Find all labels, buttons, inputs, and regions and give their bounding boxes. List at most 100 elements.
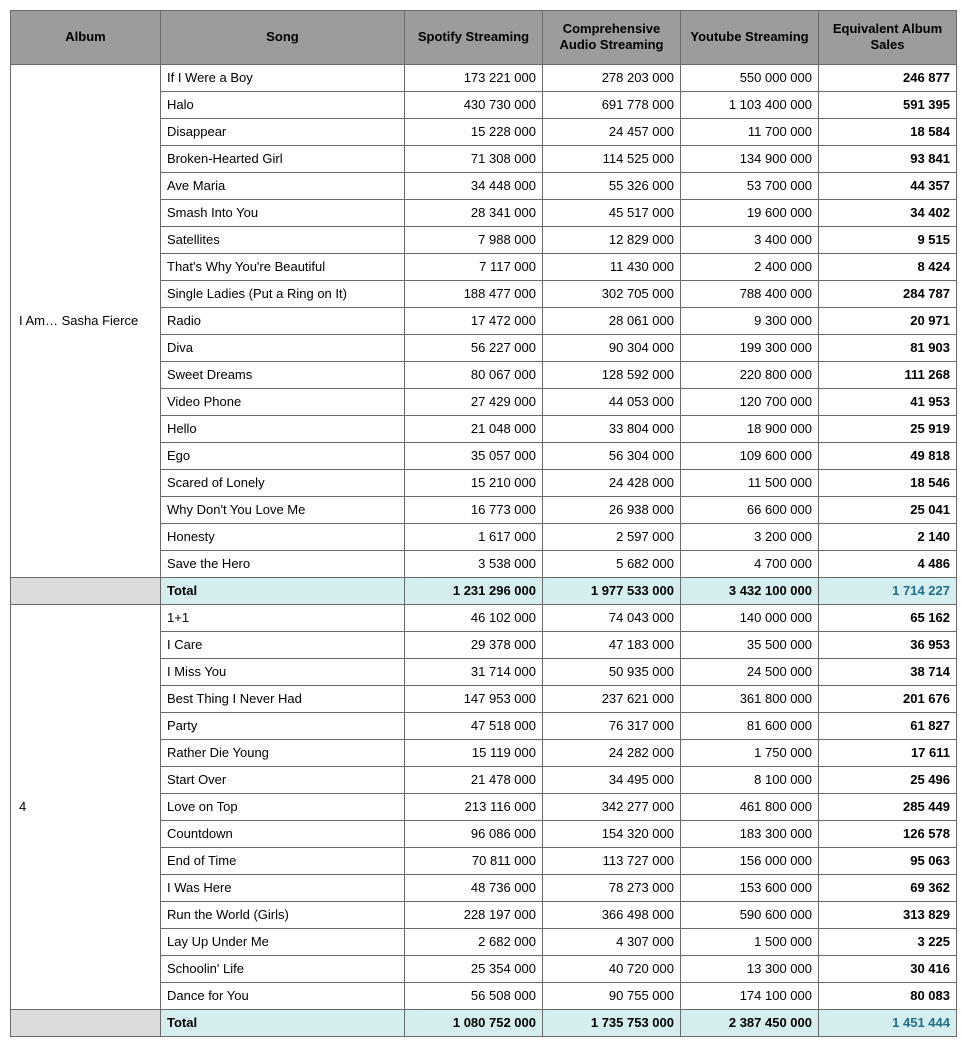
spotify-cell: 3 538 000 bbox=[405, 550, 543, 577]
comprehensive-cell: 47 183 000 bbox=[543, 631, 681, 658]
comprehensive-cell: 90 755 000 bbox=[543, 982, 681, 1009]
comprehensive-cell: 74 043 000 bbox=[543, 604, 681, 631]
equivalent-cell: 49 818 bbox=[819, 442, 957, 469]
equivalent-cell: 25 496 bbox=[819, 766, 957, 793]
col-comprehensive: Comprehensive Audio Streaming bbox=[543, 11, 681, 65]
comprehensive-cell: 50 935 000 bbox=[543, 658, 681, 685]
song-cell: I Was Here bbox=[161, 874, 405, 901]
youtube-cell: 174 100 000 bbox=[681, 982, 819, 1009]
equivalent-cell: 2 140 bbox=[819, 523, 957, 550]
song-cell: Single Ladies (Put a Ring on It) bbox=[161, 280, 405, 307]
youtube-cell: 109 600 000 bbox=[681, 442, 819, 469]
youtube-cell: 35 500 000 bbox=[681, 631, 819, 658]
total-spotify-cell: 1 080 752 000 bbox=[405, 1009, 543, 1036]
youtube-cell: 18 900 000 bbox=[681, 415, 819, 442]
comprehensive-cell: 366 498 000 bbox=[543, 901, 681, 928]
equivalent-cell: 126 578 bbox=[819, 820, 957, 847]
table-row: I Am… Sasha FierceIf I Were a Boy173 221… bbox=[11, 64, 957, 91]
song-cell: Ave Maria bbox=[161, 172, 405, 199]
spotify-cell: 28 341 000 bbox=[405, 199, 543, 226]
youtube-cell: 1 750 000 bbox=[681, 739, 819, 766]
equivalent-cell: 61 827 bbox=[819, 712, 957, 739]
spotify-cell: 228 197 000 bbox=[405, 901, 543, 928]
song-cell: Why Don't You Love Me bbox=[161, 496, 405, 523]
song-cell: Dance for You bbox=[161, 982, 405, 1009]
song-cell: Lay Up Under Me bbox=[161, 928, 405, 955]
equivalent-cell: 18 584 bbox=[819, 118, 957, 145]
album-name-cell: I Am… Sasha Fierce bbox=[11, 64, 161, 577]
song-cell: I Miss You bbox=[161, 658, 405, 685]
equivalent-cell: 93 841 bbox=[819, 145, 957, 172]
youtube-cell: 1 500 000 bbox=[681, 928, 819, 955]
song-cell: That's Why You're Beautiful bbox=[161, 253, 405, 280]
header-row: Album Song Spotify Streaming Comprehensi… bbox=[11, 11, 957, 65]
comprehensive-cell: 154 320 000 bbox=[543, 820, 681, 847]
comprehensive-cell: 26 938 000 bbox=[543, 496, 681, 523]
song-cell: Start Over bbox=[161, 766, 405, 793]
youtube-cell: 199 300 000 bbox=[681, 334, 819, 361]
youtube-cell: 220 800 000 bbox=[681, 361, 819, 388]
youtube-cell: 140 000 000 bbox=[681, 604, 819, 631]
equivalent-cell: 34 402 bbox=[819, 199, 957, 226]
equivalent-cell: 95 063 bbox=[819, 847, 957, 874]
equivalent-cell: 44 357 bbox=[819, 172, 957, 199]
song-cell: Party bbox=[161, 712, 405, 739]
comprehensive-cell: 11 430 000 bbox=[543, 253, 681, 280]
total-album-filler bbox=[11, 577, 161, 604]
song-cell: Schoolin' Life bbox=[161, 955, 405, 982]
spotify-cell: 16 773 000 bbox=[405, 496, 543, 523]
song-cell: Scared of Lonely bbox=[161, 469, 405, 496]
spotify-cell: 430 730 000 bbox=[405, 91, 543, 118]
youtube-cell: 1 103 400 000 bbox=[681, 91, 819, 118]
spotify-cell: 46 102 000 bbox=[405, 604, 543, 631]
youtube-cell: 361 800 000 bbox=[681, 685, 819, 712]
equivalent-cell: 38 714 bbox=[819, 658, 957, 685]
youtube-cell: 66 600 000 bbox=[681, 496, 819, 523]
song-cell: Smash Into You bbox=[161, 199, 405, 226]
equivalent-cell: 8 424 bbox=[819, 253, 957, 280]
spotify-cell: 15 210 000 bbox=[405, 469, 543, 496]
col-youtube: Youtube Streaming bbox=[681, 11, 819, 65]
equivalent-cell: 246 877 bbox=[819, 64, 957, 91]
spotify-cell: 35 057 000 bbox=[405, 442, 543, 469]
equivalent-cell: 36 953 bbox=[819, 631, 957, 658]
comprehensive-cell: 2 597 000 bbox=[543, 523, 681, 550]
spotify-cell: 15 119 000 bbox=[405, 739, 543, 766]
song-cell: Disappear bbox=[161, 118, 405, 145]
song-cell: Diva bbox=[161, 334, 405, 361]
spotify-cell: 31 714 000 bbox=[405, 658, 543, 685]
comprehensive-cell: 12 829 000 bbox=[543, 226, 681, 253]
youtube-cell: 11 500 000 bbox=[681, 469, 819, 496]
song-cell: Video Phone bbox=[161, 388, 405, 415]
spotify-cell: 96 086 000 bbox=[405, 820, 543, 847]
youtube-cell: 13 300 000 bbox=[681, 955, 819, 982]
comprehensive-cell: 113 727 000 bbox=[543, 847, 681, 874]
song-cell: Broken-Hearted Girl bbox=[161, 145, 405, 172]
total-youtube-cell: 2 387 450 000 bbox=[681, 1009, 819, 1036]
song-cell: Sweet Dreams bbox=[161, 361, 405, 388]
equivalent-cell: 201 676 bbox=[819, 685, 957, 712]
streaming-table: Album Song Spotify Streaming Comprehensi… bbox=[10, 10, 957, 1037]
equivalent-cell: 80 083 bbox=[819, 982, 957, 1009]
equivalent-cell: 285 449 bbox=[819, 793, 957, 820]
spotify-cell: 1 617 000 bbox=[405, 523, 543, 550]
song-cell: Best Thing I Never Had bbox=[161, 685, 405, 712]
spotify-cell: 21 048 000 bbox=[405, 415, 543, 442]
spotify-cell: 2 682 000 bbox=[405, 928, 543, 955]
spotify-cell: 71 308 000 bbox=[405, 145, 543, 172]
spotify-cell: 15 228 000 bbox=[405, 118, 543, 145]
spotify-cell: 29 378 000 bbox=[405, 631, 543, 658]
equivalent-cell: 3 225 bbox=[819, 928, 957, 955]
youtube-cell: 19 600 000 bbox=[681, 199, 819, 226]
col-spotify: Spotify Streaming bbox=[405, 11, 543, 65]
song-cell: Countdown bbox=[161, 820, 405, 847]
equivalent-cell: 30 416 bbox=[819, 955, 957, 982]
col-equivalent: Equivalent Album Sales bbox=[819, 11, 957, 65]
album-name-cell: 4 bbox=[11, 604, 161, 1009]
comprehensive-cell: 40 720 000 bbox=[543, 955, 681, 982]
total-label-cell: Total bbox=[161, 577, 405, 604]
youtube-cell: 153 600 000 bbox=[681, 874, 819, 901]
equivalent-cell: 65 162 bbox=[819, 604, 957, 631]
comprehensive-cell: 34 495 000 bbox=[543, 766, 681, 793]
spotify-cell: 7 988 000 bbox=[405, 226, 543, 253]
